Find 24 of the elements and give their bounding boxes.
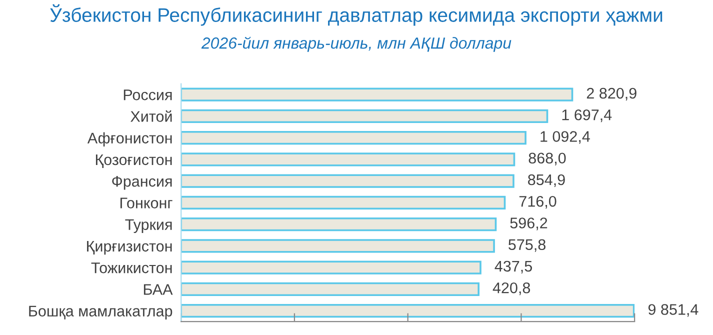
y-tick-label: БАА: [144, 284, 173, 295]
y-tick-label: Гонконг: [120, 198, 172, 208]
data-label: 868,0: [528, 152, 566, 166]
data-label: 575,8: [508, 239, 546, 252]
chart-subtitle: 2026-йил январь-июль, млн АҚШ доллари: [201, 36, 512, 52]
data-label: 9 851,4: [648, 304, 698, 317]
data-label: 716,0: [519, 196, 556, 209]
y-tick-label: Қозоғистон: [96, 154, 172, 168]
data-label: 420,8: [492, 282, 530, 296]
y-tick-label: Франсия: [112, 176, 172, 190]
data-label: 1 092,4: [540, 131, 590, 144]
y-tick-label: Хитой: [130, 110, 172, 122]
chart-title: Ўзбекистон Республикасининг давлатлар кесимида экспорти ҳажми: [50, 4, 662, 26]
y-tick-label: Афғонистон: [87, 132, 172, 147]
data-label: 437,5: [494, 260, 532, 274]
y-tick-label: Тожикистон: [91, 262, 172, 274]
data-label: 1 697,4: [562, 109, 612, 122]
y-tick-label: Бошқа мамлакатлар: [29, 306, 172, 320]
data-label: 2 820,9: [586, 88, 636, 100]
y-tick-label: Россия: [124, 90, 172, 100]
data-label: 596,2: [510, 218, 548, 230]
data-label: 854,9: [528, 174, 565, 187]
y-tick-label: Туркия: [125, 219, 172, 234]
y-tick-label: Қирғизистон: [87, 240, 172, 255]
